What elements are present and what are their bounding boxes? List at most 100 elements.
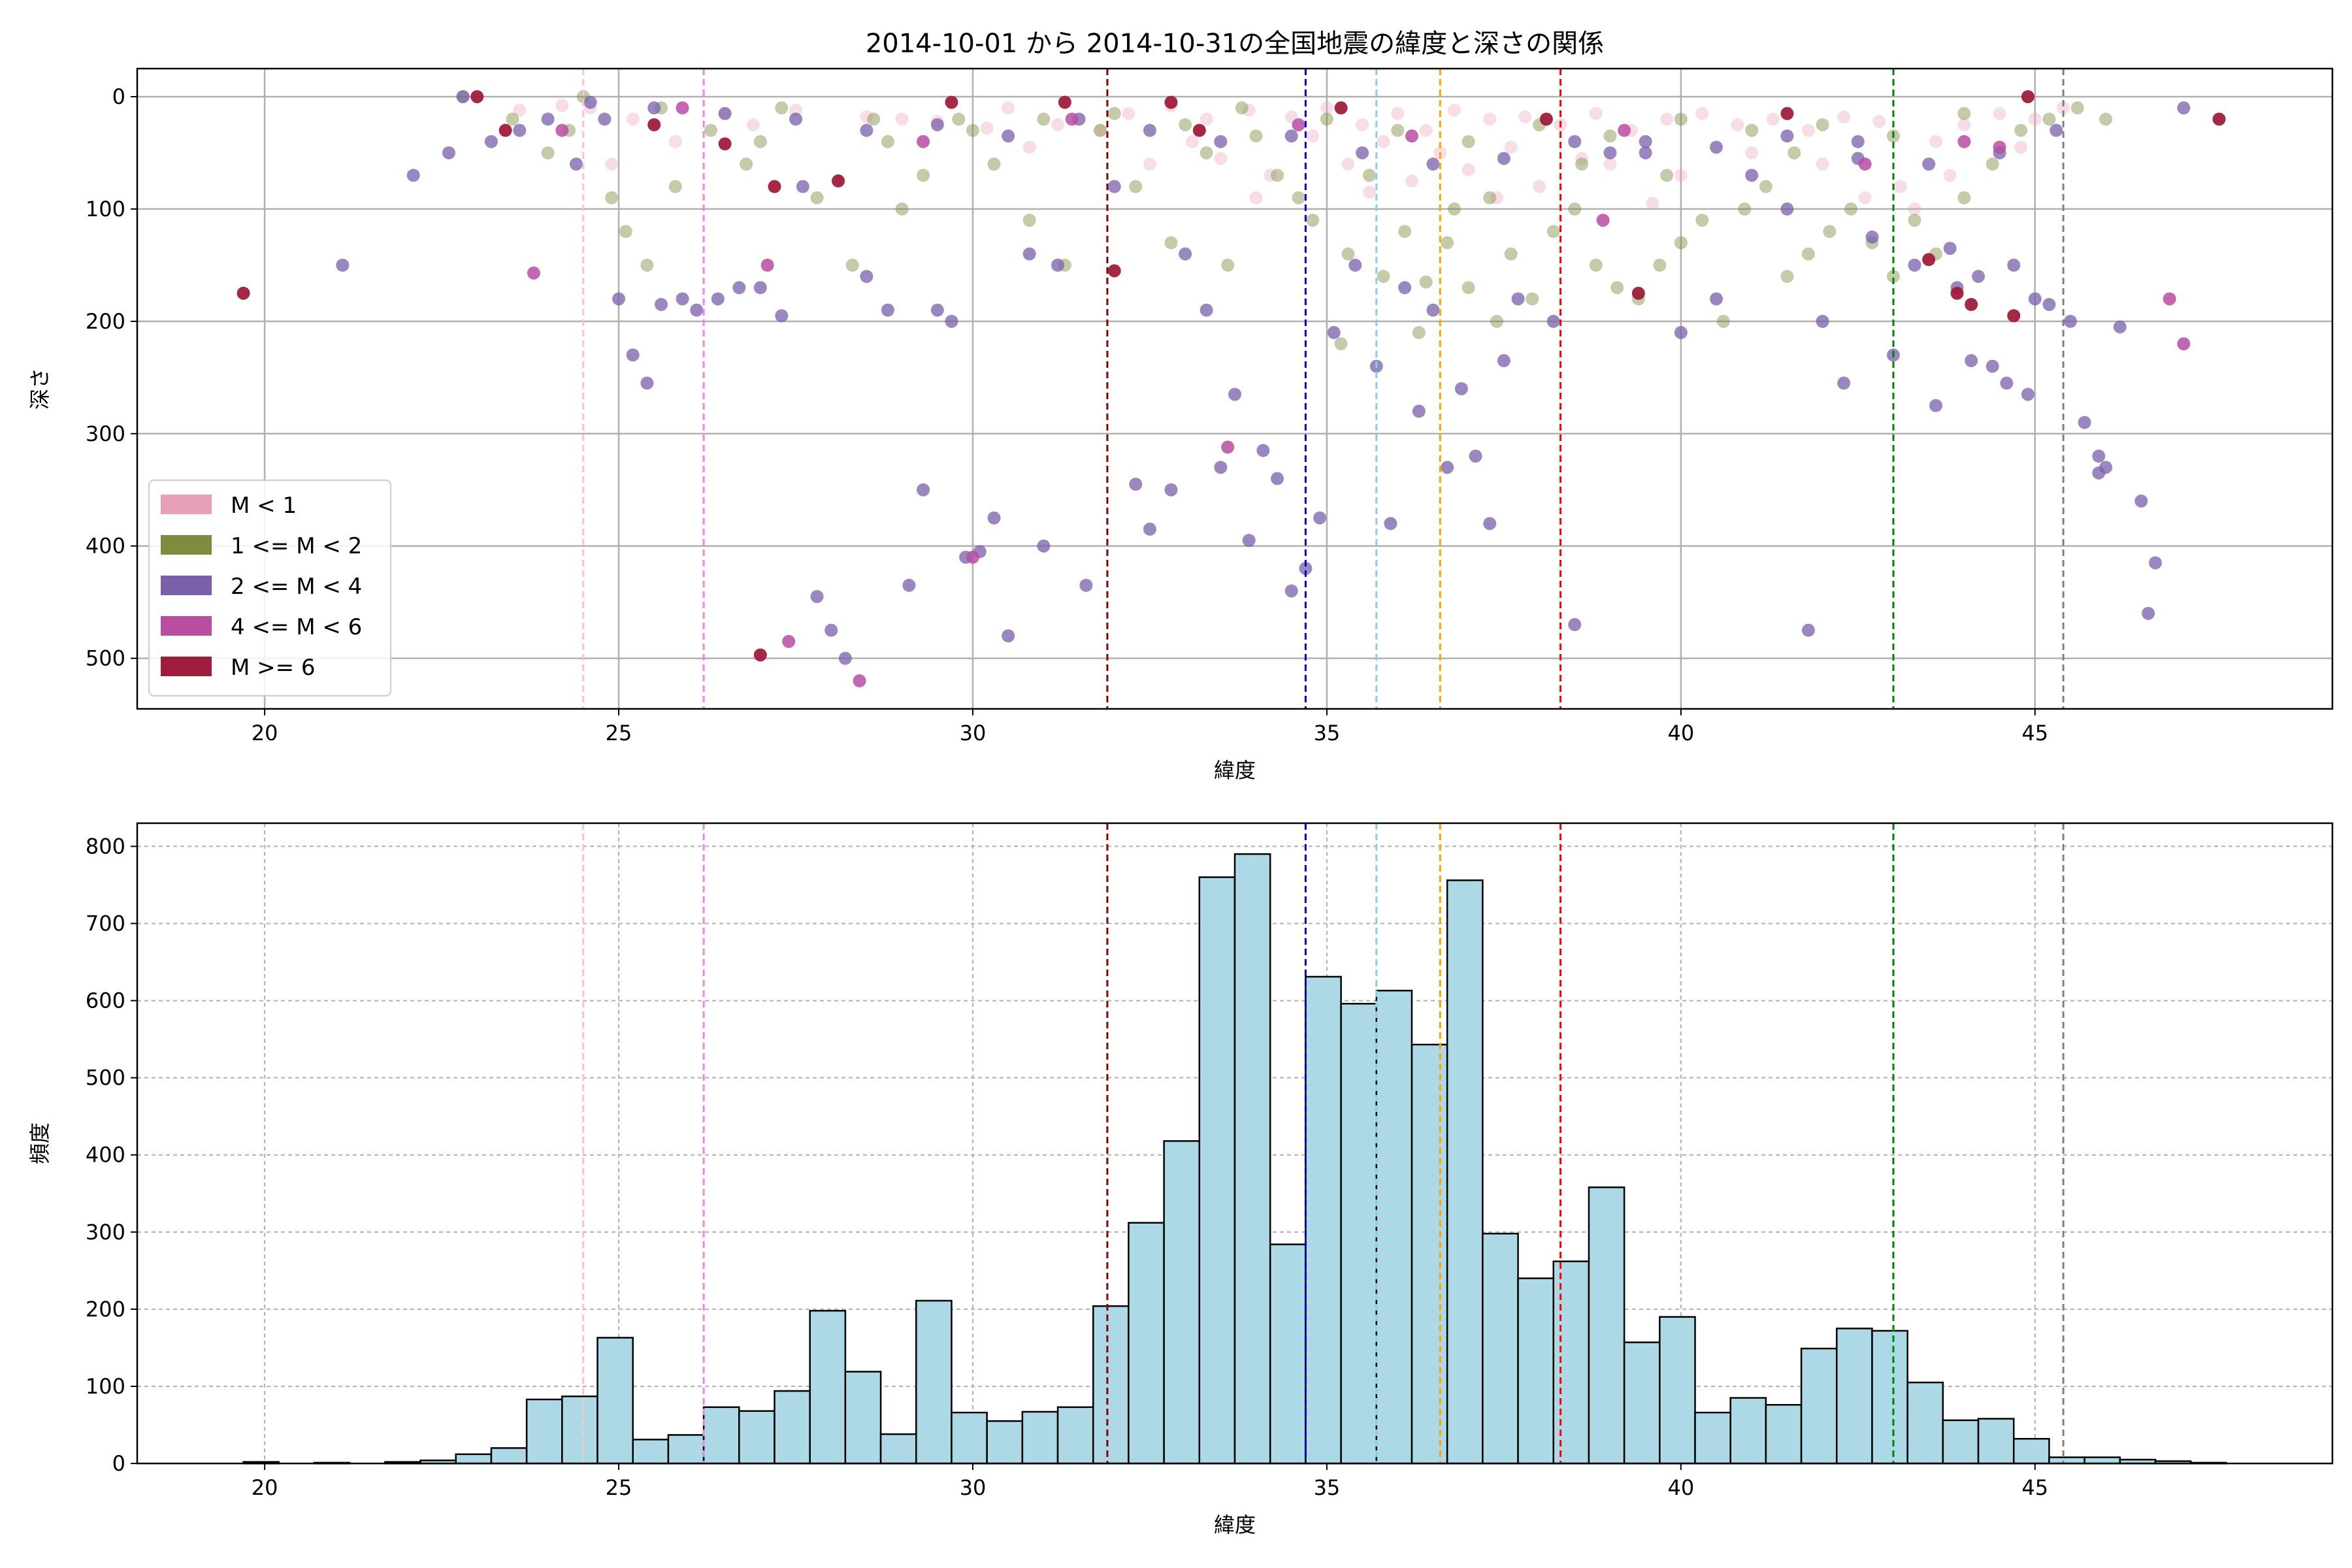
histogram-bar [986, 1420, 1024, 1465]
scatter-point [1851, 135, 1865, 148]
scatter-point [753, 135, 767, 148]
scatter-point [1816, 118, 1829, 131]
scatter-point [1985, 359, 1999, 373]
scatter-point [1002, 101, 1015, 115]
scatter-point [1192, 123, 1206, 137]
scatter-point [1710, 140, 1723, 154]
y-tick-label: 400 [86, 1143, 125, 1168]
histogram-bar [1552, 1260, 1590, 1465]
scatter-point [1674, 169, 1688, 182]
histogram-bar [951, 1411, 988, 1465]
scatter-point [718, 137, 732, 151]
scatter-point [1348, 258, 1362, 272]
scatter-point [1398, 225, 1412, 238]
scatter-point [1107, 106, 1121, 120]
scatter-point [1660, 169, 1674, 182]
histogram-panel: 20 25 30 35 40 45 0 100 200 300 400 500 600 700 800 緯度 頻… [27, 822, 2334, 1537]
scatter-point [1462, 135, 1475, 148]
histogram-bar [1836, 1328, 1873, 1465]
histogram-bar [1198, 876, 1236, 1465]
scatter-point [237, 286, 250, 300]
scatter-point [1441, 461, 1454, 474]
histogram-bar [1446, 879, 1484, 1465]
scatter-point [860, 110, 874, 123]
scatter-point [1454, 382, 1468, 395]
x-tick-label: 30 [960, 1475, 987, 1500]
scatter-point [1065, 112, 1079, 126]
histogram-bar [1659, 1316, 1696, 1465]
scatter-point [1603, 146, 1617, 159]
scatter-point [1589, 258, 1603, 272]
scatter-point [1405, 129, 1418, 143]
plot-frame [136, 67, 2334, 710]
legend-swatch [161, 576, 212, 595]
scatter-point [1094, 123, 1107, 137]
histogram-bar [596, 1337, 634, 1465]
histogram-bar [1056, 1406, 1094, 1465]
scatter-point [527, 266, 540, 280]
scatter-point [2021, 387, 2034, 401]
scatter-point [1306, 129, 1320, 143]
scatter-point [1568, 202, 1582, 216]
scatter-point [676, 292, 689, 306]
scatter-point [768, 180, 781, 193]
scatter-point [1731, 118, 1744, 131]
scatter-point [1745, 169, 1759, 182]
scatter-point [966, 550, 979, 564]
scatter-point [1533, 180, 1546, 193]
scatter-point [1249, 129, 1263, 143]
scatter-point [1603, 157, 1617, 171]
scatter-point [2099, 112, 2113, 126]
histogram-bar [738, 1410, 776, 1465]
y-axis-label: 深さ [27, 368, 52, 410]
scatter-point [1377, 270, 1390, 284]
scatter-point [555, 99, 569, 112]
scatter-point [1448, 103, 1461, 117]
scatter-point [541, 146, 555, 159]
scatter-points [237, 90, 2226, 688]
scatter-point [619, 225, 632, 238]
histogram-bar [879, 1433, 917, 1465]
scatter-point [1022, 140, 1036, 154]
scatter-point [1242, 103, 1256, 117]
histogram-bar [1871, 1330, 1908, 1465]
scatter-point [1957, 118, 1971, 131]
scatter-point [1179, 118, 1192, 131]
scatter-point [1759, 180, 1772, 193]
scatter-point [1993, 140, 2006, 154]
legend-label: 4 <= M < 6 [231, 614, 362, 640]
scatter-point [690, 303, 704, 317]
scatter-point [711, 292, 725, 306]
scatter-point [2142, 606, 2155, 620]
histogram-bar [1977, 1418, 2015, 1465]
scatter-point [1865, 230, 1879, 244]
scatter-point [1264, 169, 1277, 182]
scatter-point [1653, 258, 1667, 272]
scatter-point [2092, 449, 2106, 463]
scatter-point [2000, 376, 2014, 390]
scatter-point [732, 281, 746, 295]
scatter-point [1801, 247, 1815, 261]
scatter-point [1426, 157, 1440, 171]
scatter-point [1695, 214, 1709, 227]
y-tick-label: 0 [112, 84, 125, 109]
scatter-point [570, 157, 583, 171]
scatter-point [1228, 387, 1241, 401]
scatter-point [796, 180, 809, 193]
scatter-point [902, 578, 916, 592]
histogram-bar [1305, 975, 1342, 1465]
histogram-bar [632, 1439, 670, 1465]
scatter-point [1518, 110, 1532, 123]
scatter-point [655, 298, 668, 312]
scatter-point [1780, 106, 1794, 120]
scatter-point [1058, 95, 1071, 109]
scatter-point [2014, 123, 2028, 137]
scatter-point [626, 112, 640, 126]
scatter-point [930, 303, 944, 317]
histogram-bar [844, 1371, 882, 1465]
scatter-point [1526, 292, 1539, 306]
histogram-bar [1623, 1341, 1661, 1465]
legend-swatch [161, 495, 212, 514]
scatter-point [1511, 292, 1525, 306]
scatter-point [1419, 123, 1433, 137]
